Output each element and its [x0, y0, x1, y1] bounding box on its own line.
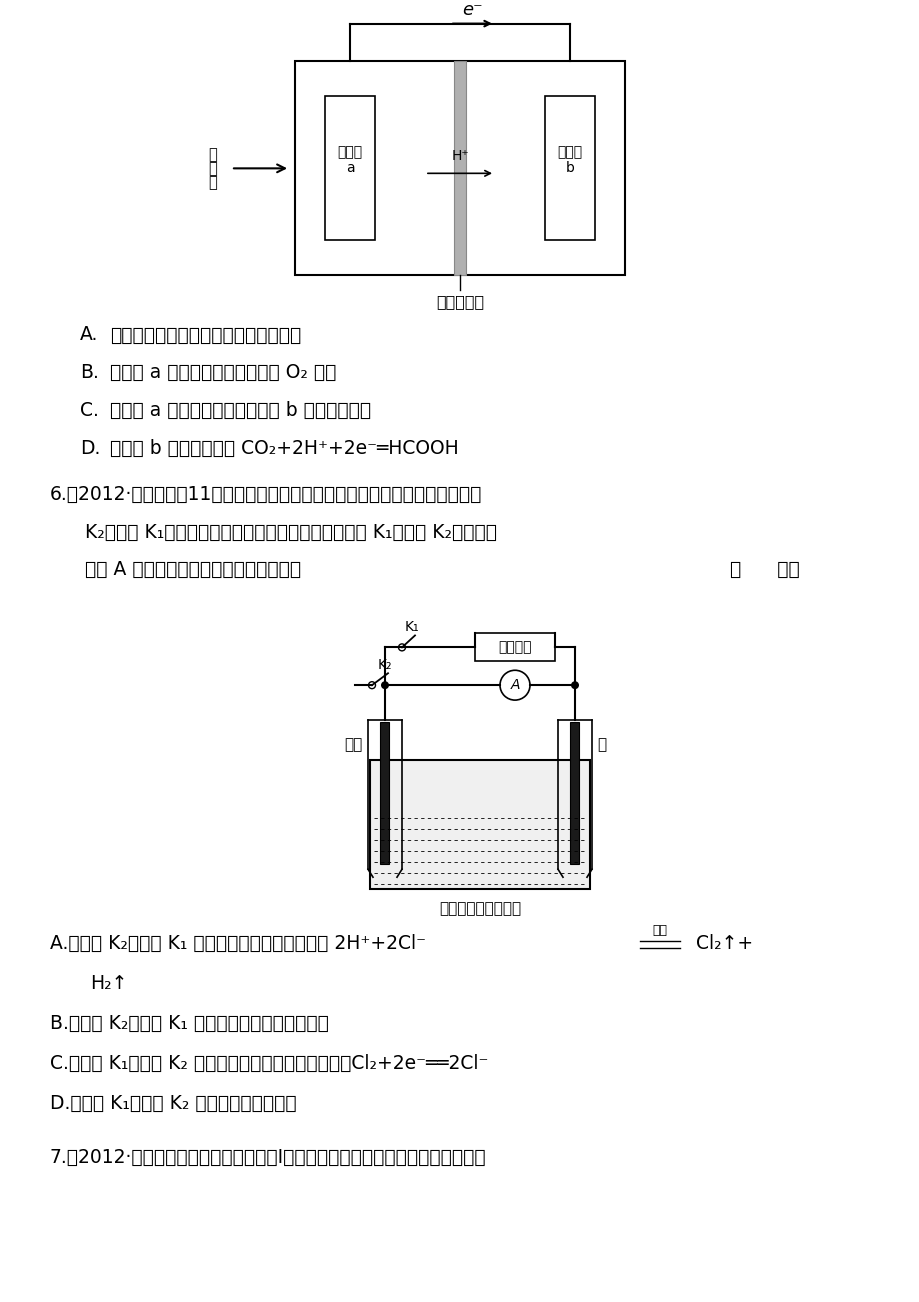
Text: H⁺: H⁺: [450, 150, 469, 164]
Text: C.　断开 K₁，闭合 K₂ 时，铜电极上的电极反应式为：Cl₂+2e⁻══2Cl⁻: C. 断开 K₁，闭合 K₂ 时，铜电极上的电极反应式为：Cl₂+2e⁻══2C…: [50, 1053, 488, 1073]
Text: 6.（2012·安徽理综，11）某兴趣小组设计如下微型实验装置。实验时，先断开: 6.（2012·安徽理综，11）某兴趣小组设计如下微型实验装置。实验时，先断开: [50, 484, 482, 504]
Polygon shape: [544, 96, 595, 241]
Text: 催化剂 a 附近酸性减弱，催化剂 b 附近酸性增强: 催化剂 a 附近酸性减弱，催化剂 b 附近酸性增强: [110, 401, 370, 421]
Text: K₁: K₁: [404, 621, 419, 634]
Text: H₂↑: H₂↑: [90, 974, 127, 993]
Circle shape: [380, 681, 389, 689]
Text: K₂: K₂: [378, 659, 391, 672]
Text: K₂，闭合 K₁，两极均有气泡产生；一段时间后，断开 K₁，闭合 K₂，发现电: K₂，闭合 K₁，两极均有气泡产生；一段时间后，断开 K₁，闭合 K₂，发现电: [85, 522, 496, 542]
Text: A.　断开 K₂，闭合 K₁ 时，总反应的离子方程式为 2H⁺+2Cl⁻: A. 断开 K₂，闭合 K₁ 时，总反应的离子方程式为 2H⁺+2Cl⁻: [50, 935, 432, 953]
Text: 该过程是将太阳能转化为化学能的过程: 该过程是将太阳能转化为化学能的过程: [110, 326, 301, 345]
Text: 流表 A 指针偏转。下列有关描述正确的是: 流表 A 指针偏转。下列有关描述正确的是: [85, 560, 301, 579]
Polygon shape: [453, 61, 466, 275]
Text: A: A: [510, 678, 519, 693]
Text: D.: D.: [80, 439, 100, 458]
Text: B.: B.: [80, 363, 98, 383]
Polygon shape: [570, 723, 579, 865]
Text: 催化剂 a 表面发生氧化反应，有 O₂ 产生: 催化剂 a 表面发生氧化反应，有 O₂ 产生: [110, 363, 336, 383]
Circle shape: [499, 671, 529, 700]
Text: C.: C.: [80, 401, 98, 421]
Text: B.　断开 K₂，闭合 K₁ 时，石墨电极附近溶液变红: B. 断开 K₂，闭合 K₁ 时，石墨电极附近溶液变红: [50, 1014, 328, 1032]
Text: a: a: [346, 161, 354, 176]
Text: 太: 太: [209, 147, 217, 161]
Text: 质子交换膜: 质子交换膜: [436, 294, 483, 309]
Text: 含酚酞的饱和食盐水: 含酚酞的饱和食盐水: [438, 901, 520, 917]
Text: 催化剂: 催化剂: [557, 146, 582, 159]
Text: b: b: [565, 161, 573, 176]
Text: 7.（2012·丰台区八校联考）下图装置（Ⅰ）为一种可充电电池的示意图，其中的离: 7.（2012·丰台区八校联考）下图装置（Ⅰ）为一种可充电电池的示意图，其中的离: [50, 1148, 486, 1168]
Text: 光: 光: [209, 174, 217, 190]
Text: 催化剂 b 表面的反应是 CO₂+2H⁺+2e⁻═HCOOH: 催化剂 b 表面的反应是 CO₂+2H⁺+2e⁻═HCOOH: [110, 439, 459, 458]
Circle shape: [571, 681, 578, 689]
Text: e⁻: e⁻: [461, 1, 482, 18]
Text: 直流电源: 直流电源: [498, 641, 531, 655]
Text: A.: A.: [80, 326, 98, 345]
Circle shape: [398, 644, 405, 651]
Text: （      ）。: （ ）。: [729, 560, 799, 579]
Text: 铜: 铜: [596, 737, 606, 753]
Text: D.　断开 K₁，闭合 K₂ 时，石墨电极作正极: D. 断开 K₁，闭合 K₂ 时，石墨电极作正极: [50, 1094, 296, 1112]
Text: 通电: 通电: [652, 924, 667, 937]
Text: 催化剂: 催化剂: [337, 146, 362, 159]
Polygon shape: [474, 634, 554, 661]
Text: 阳: 阳: [209, 161, 217, 176]
Text: Cl₂↑+: Cl₂↑+: [689, 935, 753, 953]
Circle shape: [369, 682, 375, 689]
Polygon shape: [380, 723, 389, 865]
Polygon shape: [369, 760, 589, 889]
Text: 石墨: 石墨: [345, 737, 363, 753]
Polygon shape: [324, 96, 375, 241]
